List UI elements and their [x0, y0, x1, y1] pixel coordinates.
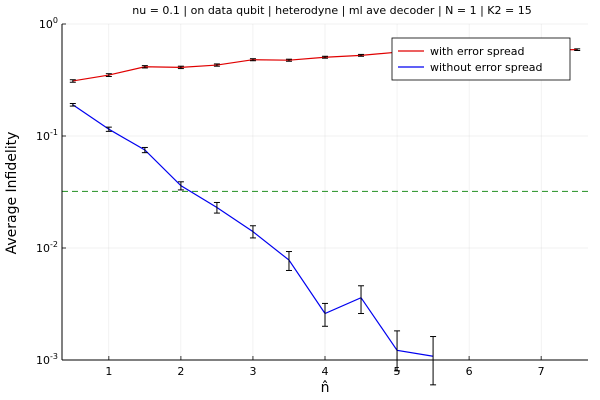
legend-box: [391, 37, 571, 81]
x-tick-label: 3: [249, 365, 256, 378]
x-tick-label: 7: [538, 365, 545, 378]
y-tick-label: 10-1: [36, 128, 58, 143]
legend-label: without error spread: [430, 61, 542, 74]
x-tick-label: 1: [105, 365, 112, 378]
y-tick-label: 10-2: [36, 240, 58, 255]
y-axis-label: Average Infidelity: [4, 132, 20, 255]
legend: with error spread without error spread: [391, 37, 571, 81]
x-tick-label: 2: [177, 365, 184, 378]
error-bar: [105, 73, 112, 77]
error-bar: [322, 55, 328, 59]
error-bar: [322, 302, 328, 327]
x-tick-label: 5: [394, 365, 401, 378]
error-bar: [105, 126, 112, 132]
x-tick-label: 6: [466, 365, 473, 378]
y-tick-label: 10-3: [36, 352, 58, 367]
error-bar: [177, 65, 184, 70]
error-bar: [394, 330, 401, 372]
error-bar: [358, 53, 365, 57]
error-bar: [574, 48, 581, 51]
error-bar: [249, 58, 256, 62]
error-bar: [177, 181, 184, 191]
error-bar: [213, 201, 220, 214]
error-bar: [141, 65, 148, 69]
error-bar: [285, 251, 292, 271]
error-bar: [358, 285, 365, 315]
error-bar: [285, 58, 292, 62]
error-bar: [69, 103, 76, 107]
error-bar: [69, 79, 76, 83]
error-bar: [213, 63, 220, 67]
chart-title: nu = 0.1 | on data qubit | heterodyne | …: [132, 4, 531, 17]
x-tick-label: 4: [322, 365, 329, 378]
legend-label: with error spread: [430, 45, 524, 58]
error-bar: [141, 146, 148, 154]
error-bar: [249, 225, 256, 239]
x-axis-label: n̂: [321, 380, 330, 396]
y-tick-label: 100: [39, 16, 58, 31]
axes: 1 2 3 4 5 6 7 10-3 10-2 10-1 100: [36, 16, 588, 378]
error-bar: [430, 336, 437, 386]
